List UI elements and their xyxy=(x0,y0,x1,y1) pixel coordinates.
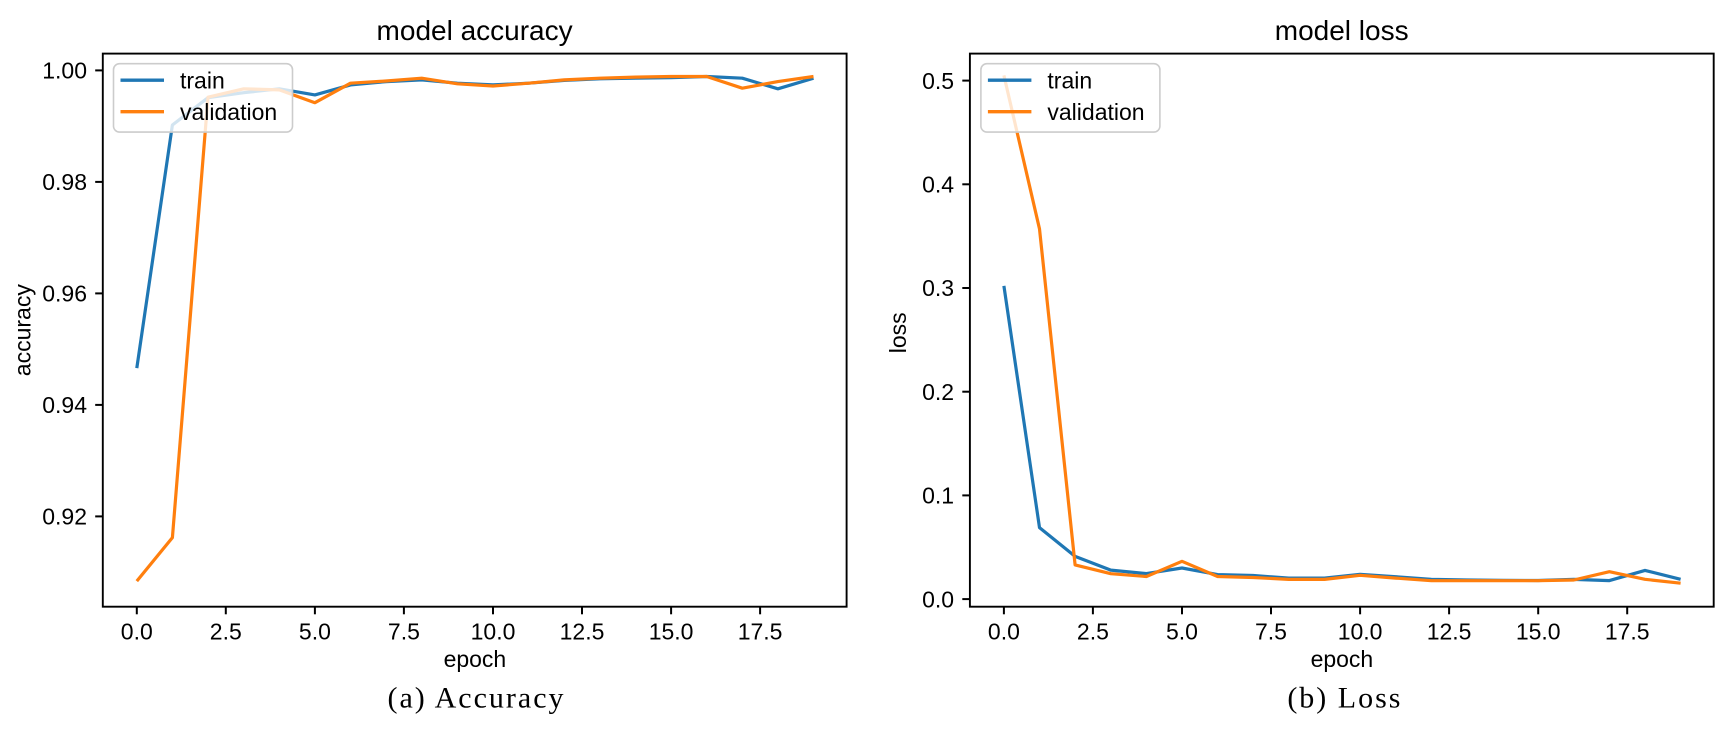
svg-text:(b) Loss: (b) Loss xyxy=(1287,681,1402,714)
svg-text:10.0: 10.0 xyxy=(1338,619,1383,645)
svg-text:0.0: 0.0 xyxy=(988,619,1020,645)
svg-text:15.0: 15.0 xyxy=(649,619,694,645)
svg-text:epoch: epoch xyxy=(1311,646,1374,672)
svg-text:17.5: 17.5 xyxy=(1605,619,1650,645)
svg-text:0.4: 0.4 xyxy=(922,172,954,198)
svg-text:loss: loss xyxy=(885,312,911,353)
svg-text:7.5: 7.5 xyxy=(1255,619,1287,645)
svg-text:train: train xyxy=(1047,67,1092,93)
svg-text:5.0: 5.0 xyxy=(299,619,331,645)
svg-text:epoch: epoch xyxy=(444,646,507,672)
svg-text:0.92: 0.92 xyxy=(42,504,87,530)
svg-text:10.0: 10.0 xyxy=(471,619,516,645)
svg-text:2.5: 2.5 xyxy=(210,619,242,645)
svg-text:0.5: 0.5 xyxy=(922,68,954,94)
svg-text:0.98: 0.98 xyxy=(42,169,87,195)
svg-text:accuracy: accuracy xyxy=(10,284,36,377)
svg-text:0.0: 0.0 xyxy=(922,586,954,612)
svg-text:5.0: 5.0 xyxy=(1166,619,1198,645)
svg-text:0.96: 0.96 xyxy=(42,281,87,307)
svg-text:0.94: 0.94 xyxy=(42,392,87,418)
svg-text:17.5: 17.5 xyxy=(738,619,783,645)
svg-text:1.00: 1.00 xyxy=(42,58,87,84)
svg-text:validation: validation xyxy=(180,99,277,125)
svg-text:model accuracy: model accuracy xyxy=(377,15,573,46)
svg-text:0.0: 0.0 xyxy=(121,619,153,645)
svg-text:0.2: 0.2 xyxy=(922,379,954,405)
svg-text:model loss: model loss xyxy=(1275,15,1409,46)
svg-text:7.5: 7.5 xyxy=(388,619,420,645)
svg-text:15.0: 15.0 xyxy=(1516,619,1561,645)
svg-text:(a) Accuracy: (a) Accuracy xyxy=(387,681,565,714)
svg-text:0.3: 0.3 xyxy=(922,275,954,301)
svg-text:12.5: 12.5 xyxy=(1427,619,1472,645)
svg-text:0.1: 0.1 xyxy=(922,483,954,509)
svg-text:train: train xyxy=(180,67,225,93)
svg-text:validation: validation xyxy=(1047,99,1144,125)
svg-text:2.5: 2.5 xyxy=(1077,619,1109,645)
svg-text:12.5: 12.5 xyxy=(560,619,605,645)
